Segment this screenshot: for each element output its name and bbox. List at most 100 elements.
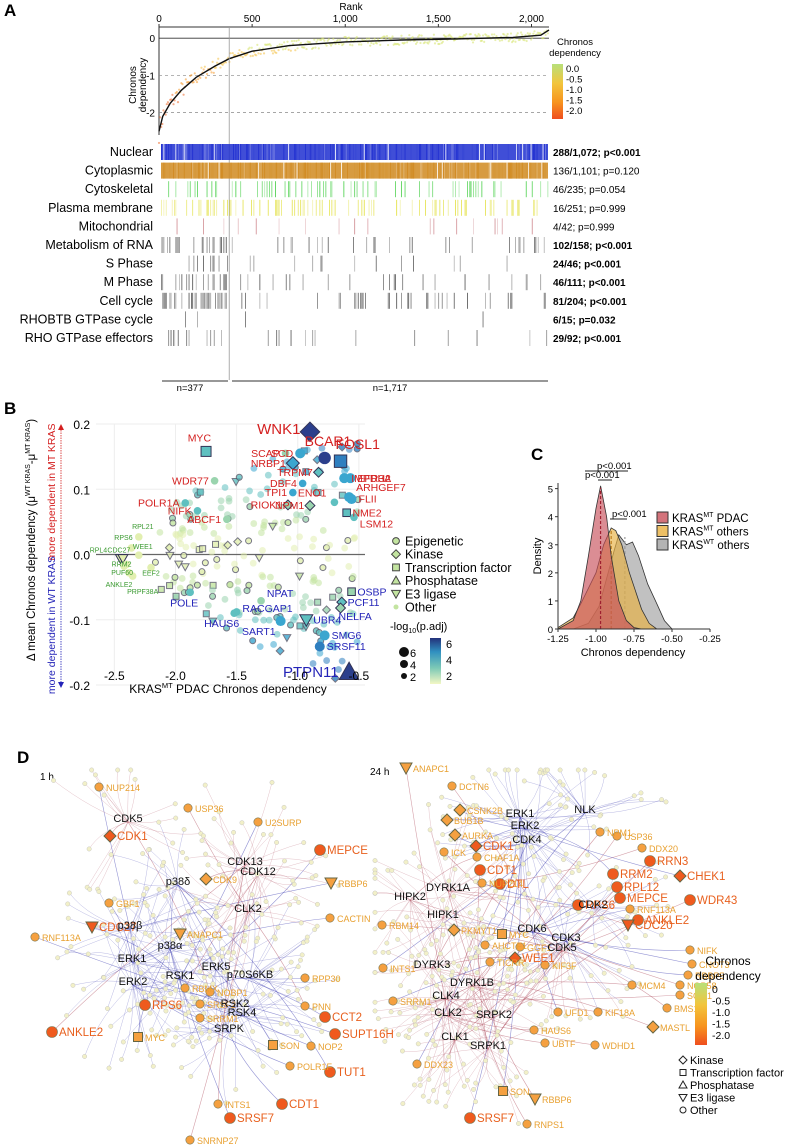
network-edge bbox=[388, 952, 433, 969]
track-bar bbox=[506, 199, 508, 216]
network-node bbox=[306, 1041, 316, 1051]
network-edge bbox=[132, 949, 140, 986]
network-edge bbox=[205, 984, 236, 1008]
gene-point-ptpn11 bbox=[338, 661, 360, 680]
background-gene-point bbox=[309, 617, 317, 625]
network-leaf-node bbox=[380, 949, 386, 955]
network-leaf-node bbox=[431, 1088, 436, 1093]
network-edge bbox=[203, 835, 246, 866]
network-edge bbox=[561, 950, 567, 1016]
gene-label: RPL21 bbox=[132, 524, 154, 531]
gene-dot bbox=[388, 36, 391, 40]
track-s-phase bbox=[188, 255, 508, 272]
track-bar bbox=[170, 330, 172, 346]
track-bar bbox=[459, 255, 461, 272]
track-bar bbox=[477, 181, 479, 198]
network-leaf-node bbox=[299, 1033, 305, 1039]
track-bar bbox=[213, 274, 215, 291]
gene-point-abcf1 bbox=[223, 515, 231, 524]
background-gene-point bbox=[296, 622, 304, 630]
track-bar bbox=[476, 330, 478, 346]
track-bar bbox=[221, 292, 222, 309]
network-kinase-label: DYRK1A bbox=[426, 882, 471, 894]
track-bar bbox=[221, 162, 222, 179]
network-leaf-node bbox=[440, 832, 446, 837]
network-edge bbox=[175, 1029, 230, 1038]
background-gene-point bbox=[168, 506, 175, 514]
track-bar bbox=[385, 144, 387, 160]
network-leaf-node bbox=[201, 1010, 207, 1016]
gene-dot bbox=[473, 38, 476, 42]
track-bar bbox=[541, 162, 543, 179]
network-edge bbox=[127, 821, 211, 993]
track-bar bbox=[509, 162, 510, 179]
network-kinase-label: HIPK1 bbox=[427, 909, 459, 921]
track-bar bbox=[522, 144, 524, 160]
gene-dot bbox=[256, 43, 259, 46]
network-edge bbox=[249, 940, 308, 979]
track-bar bbox=[303, 162, 305, 179]
gene-dot bbox=[508, 38, 511, 41]
network-leaf-node bbox=[400, 1048, 405, 1054]
network-node bbox=[464, 1112, 476, 1124]
background-gene-point bbox=[200, 523, 208, 531]
track-bar bbox=[163, 237, 165, 253]
network-color-bar bbox=[695, 983, 707, 1045]
network-leaf-node bbox=[549, 1014, 555, 1019]
network-node bbox=[195, 999, 205, 1009]
network-leaf-node bbox=[605, 988, 611, 994]
network-kinase-label: CDK2 bbox=[578, 899, 607, 911]
gene-dot bbox=[523, 39, 526, 42]
network-edge bbox=[517, 816, 521, 903]
network-substrate-label: UFD1 bbox=[565, 1008, 589, 1018]
gene-label: SMG6 bbox=[332, 630, 362, 642]
track-bar bbox=[261, 144, 263, 160]
track-bar bbox=[335, 144, 336, 160]
track-bar bbox=[395, 274, 396, 291]
network-edge bbox=[247, 860, 285, 913]
network-leaf-node bbox=[505, 987, 510, 992]
network-edge bbox=[486, 1048, 497, 1088]
track-bar bbox=[223, 274, 225, 291]
network-edge bbox=[469, 1017, 495, 1045]
network-node bbox=[590, 1040, 600, 1050]
network-edge bbox=[133, 884, 179, 905]
network-color-tick: -1.5 bbox=[712, 1019, 730, 1031]
gene-point-dbf4 bbox=[298, 479, 307, 488]
network-leaf-node bbox=[397, 1010, 403, 1016]
track-bar bbox=[173, 330, 174, 346]
gene-point-fosl1 bbox=[333, 454, 348, 468]
network-edge bbox=[475, 828, 526, 847]
network-leaf-node bbox=[284, 1021, 290, 1027]
scatter-x-tick-label: -2.5 bbox=[104, 669, 125, 683]
network-leaf-node bbox=[419, 1001, 424, 1007]
gene-label: RPL4 bbox=[90, 547, 108, 554]
network-edge bbox=[179, 978, 210, 1032]
network-leaf-node bbox=[454, 1035, 460, 1041]
network-leaf-node bbox=[316, 1022, 322, 1028]
legend-shape-label: Phosphatase bbox=[405, 574, 478, 588]
background-gene-point bbox=[156, 528, 164, 536]
network-edge bbox=[181, 1031, 230, 1068]
track-bar bbox=[365, 162, 366, 179]
track-bar bbox=[221, 237, 222, 253]
network-substrate-label: ANAPC1 bbox=[413, 764, 449, 774]
track-bar bbox=[171, 199, 173, 216]
track-bar bbox=[518, 237, 520, 253]
gene-dot bbox=[165, 103, 168, 106]
scatter-y-tick-label: 0.2 bbox=[73, 418, 90, 432]
network-color-tick: -1.0 bbox=[712, 1007, 730, 1019]
network-leaf-node bbox=[470, 986, 475, 992]
network-edge bbox=[149, 994, 236, 1008]
network-leaf-node bbox=[185, 1038, 191, 1044]
scatter-y-tick-label: 0.0 bbox=[73, 549, 90, 563]
gene-dot bbox=[289, 49, 292, 52]
network-edge bbox=[215, 935, 246, 971]
network-node bbox=[593, 1007, 603, 1017]
track-bar bbox=[201, 144, 203, 160]
track-bar bbox=[536, 162, 538, 179]
track-bar bbox=[163, 144, 165, 160]
network-leaf-node bbox=[528, 835, 534, 841]
track-bar bbox=[221, 330, 222, 346]
network-leaf-node bbox=[309, 875, 315, 881]
